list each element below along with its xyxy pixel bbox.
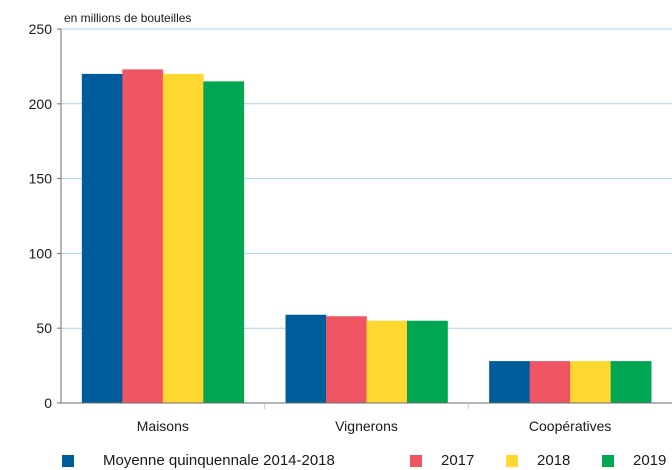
legend: Moyenne quinquennale 2014-2018 2017 2018… [0,452,672,470]
x-tick-label: Maisons [137,418,189,434]
x-tick-label: Coopératives [529,418,612,434]
y-tick-label: 200 [29,96,53,112]
bar-coopratives-2 [570,361,611,403]
x-tick-label: Vignerons [335,418,398,434]
legend-swatch [410,455,422,467]
bar-vignerons-1 [326,316,367,403]
bar-coopratives-1 [529,361,571,403]
legend-swatch [62,455,74,467]
y-tick-label: 250 [29,21,53,37]
legend-swatch [602,455,614,467]
bar-maisons-1 [122,69,164,403]
x-ticks: Maisons Vignerons Coopératives [137,403,612,434]
legend-label: Moyenne quinquennale 2014-2018 [103,452,335,469]
y-tick-label: 50 [36,320,52,336]
y-tick-label: 150 [29,171,53,187]
y-tick-label: 0 [44,395,52,411]
bars [81,69,652,404]
bar-coopratives-3 [610,361,652,403]
y-axis-unit-note: en millions de bouteilles [64,11,191,25]
bar-vignerons-3 [407,320,448,403]
bar-vignerons-2 [366,320,408,403]
bar-vignerons-0 [285,314,327,403]
bar-maisons-0 [81,73,123,403]
bar-maisons-3 [203,81,245,404]
y-tick-label: 100 [29,245,53,261]
legend-label: 2017 [441,452,475,469]
bar-coopratives-0 [489,361,530,403]
legend-swatch [506,455,518,467]
bar-maisons-2 [162,73,204,403]
legend-label: 2018 [537,452,571,469]
legend-label: 2019 [633,452,667,469]
y-ticks: 0 50 100 150 200 250 [29,21,61,411]
